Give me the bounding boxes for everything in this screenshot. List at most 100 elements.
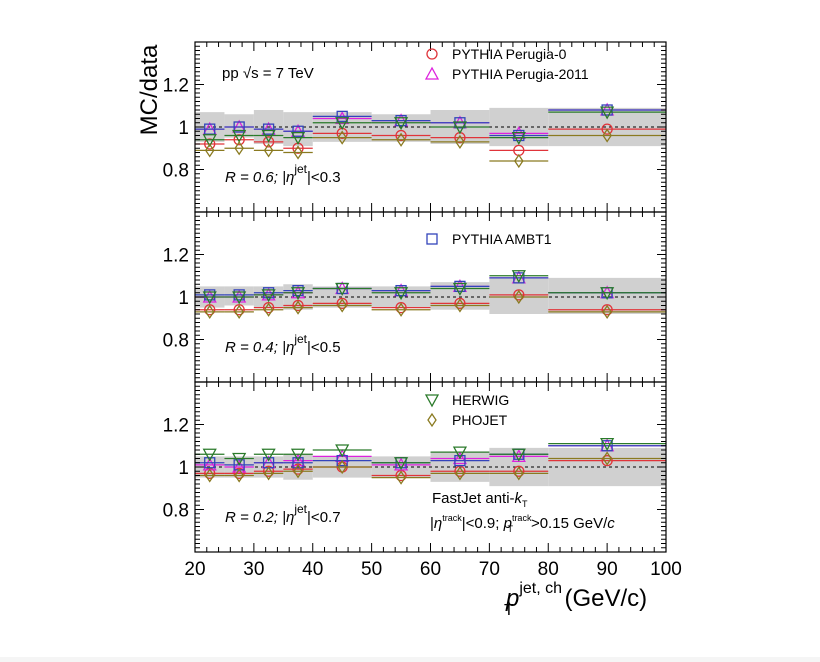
data-point xyxy=(232,129,247,143)
data-point xyxy=(602,128,612,143)
series-phojet xyxy=(195,451,666,485)
syst-band xyxy=(283,112,313,147)
data-point xyxy=(202,134,217,148)
data-point xyxy=(511,448,526,462)
data-point xyxy=(602,304,612,320)
x-tick-label: 40 xyxy=(302,559,323,580)
panel-2: 0.8 1 1.2 R = 0.4; |ηjet|<0.5 PYTHIA AMBT1 xyxy=(163,211,667,383)
data-point xyxy=(454,454,466,467)
data-point xyxy=(452,282,468,296)
series-pythia-ambt1 xyxy=(195,104,666,142)
data-point xyxy=(261,448,276,462)
data-point xyxy=(233,134,245,146)
legend-label: HERWIG xyxy=(452,392,509,408)
legend-label: PYTHIA Perugia-0 xyxy=(452,46,567,62)
series-phojet xyxy=(195,128,666,169)
track-cuts-label: |ηtrack|<0.9; ptrack T >0.15 GeV/c xyxy=(430,513,615,534)
series-herwig xyxy=(195,106,666,148)
data-point xyxy=(290,448,306,462)
data-point xyxy=(292,125,304,137)
data-point xyxy=(600,287,615,301)
energy-label: pp √s = 7 TeV xyxy=(222,65,314,82)
data-point xyxy=(514,466,524,481)
data-point xyxy=(204,468,215,483)
data-point xyxy=(337,459,347,475)
y-tick-label: 1.2 xyxy=(163,416,189,437)
y-tick-label: 1.2 xyxy=(163,246,189,267)
data-point xyxy=(452,121,468,135)
data-point xyxy=(395,129,407,142)
panel-label: R = 0.2; |ηjet|<0.7 xyxy=(225,502,341,526)
data-point xyxy=(393,287,409,301)
data-point xyxy=(261,129,276,143)
x-tick-label: 90 xyxy=(597,559,618,580)
data-point xyxy=(290,131,306,145)
data-point xyxy=(232,291,247,305)
series-pythia-perugia-0 xyxy=(195,289,666,316)
data-point xyxy=(234,468,244,483)
legend-marker xyxy=(426,48,438,60)
panel-label: R = 0.4; |ηjet|<0.5 xyxy=(225,332,341,356)
syst-band xyxy=(489,277,549,314)
panel-3: 0.8 1 1.2 R = 0.2; |ηjet|<0.7 HERWIG PHOJET xyxy=(163,381,667,553)
data-point xyxy=(232,452,247,466)
data-point xyxy=(233,121,245,133)
data-point xyxy=(204,457,216,469)
x-tick-label: 30 xyxy=(243,559,264,580)
data-point xyxy=(602,451,612,466)
data-point xyxy=(511,270,526,284)
data-point xyxy=(292,457,304,469)
syst-band xyxy=(548,277,666,314)
data-point xyxy=(396,132,406,147)
y-tick-label: 0.8 xyxy=(163,501,189,522)
legend-label: PYTHIA AMBT1 xyxy=(452,231,552,247)
data-point xyxy=(337,130,347,145)
y-tick-label: 0.8 xyxy=(163,331,189,352)
syst-band xyxy=(224,114,254,138)
series-phojet xyxy=(195,289,666,320)
jet-algorithm-label: FastJet anti-kT xyxy=(432,490,528,509)
data-point xyxy=(263,143,274,158)
data-point xyxy=(232,459,247,473)
data-point xyxy=(261,289,276,303)
data-point xyxy=(600,106,615,120)
data-point xyxy=(262,123,275,135)
data-point xyxy=(601,123,613,135)
legend-label: PYTHIA Perugia-2011 xyxy=(452,66,589,82)
data-point xyxy=(204,138,216,150)
x-tick-label: 70 xyxy=(479,559,500,580)
data-point xyxy=(511,131,526,145)
data-point xyxy=(514,153,524,169)
legend-label: PHOJET xyxy=(452,412,508,428)
data-point xyxy=(234,304,244,320)
data-point xyxy=(290,287,306,301)
data-point xyxy=(455,298,465,313)
data-point xyxy=(204,304,215,320)
syst-band xyxy=(312,286,372,308)
data-point xyxy=(393,457,409,471)
series-herwig xyxy=(195,270,666,305)
legend-marker xyxy=(424,394,440,408)
series-herwig xyxy=(195,437,666,471)
data-point xyxy=(455,134,465,150)
data-point xyxy=(600,437,615,451)
y-tick-label: 1 xyxy=(178,288,189,309)
x-tick-label: 80 xyxy=(538,559,559,580)
data-point xyxy=(452,446,468,460)
data-point xyxy=(202,448,217,462)
y-tick-label: 1 xyxy=(178,458,189,479)
data-point xyxy=(262,136,275,148)
data-point xyxy=(335,117,350,131)
y-tick-label: 1.2 xyxy=(163,76,189,97)
data-point xyxy=(337,298,347,313)
data-point xyxy=(263,302,274,317)
y-tick-label: 0.8 xyxy=(163,161,189,182)
data-point xyxy=(396,470,406,485)
data-point xyxy=(514,289,524,305)
data-point xyxy=(455,466,465,481)
x-axis-title: pjet, ch T (GeV/c) xyxy=(504,580,647,619)
x-tick-label: 50 xyxy=(361,559,382,580)
y-tick-label: 1 xyxy=(178,118,189,139)
